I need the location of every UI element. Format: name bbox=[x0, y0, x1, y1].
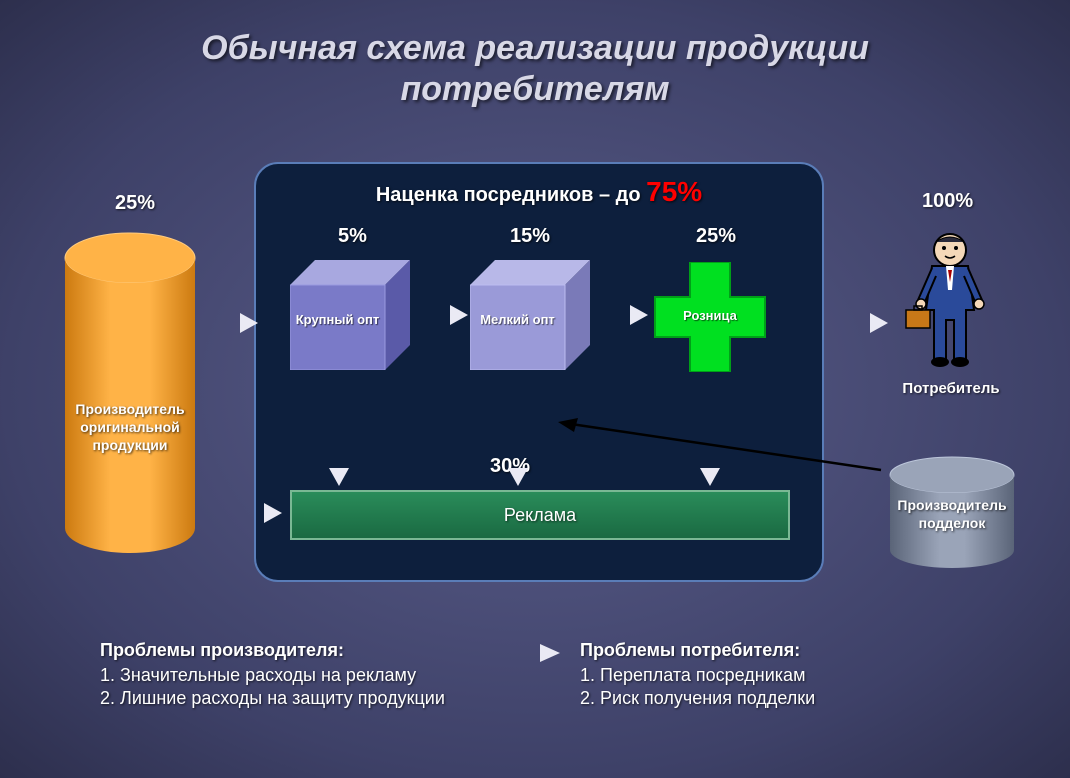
problems-producer-item-1: Значительные расходы на рекламу bbox=[100, 665, 520, 686]
problems-consumer: Проблемы потребителя: Переплата посредни… bbox=[580, 640, 1000, 711]
problems-consumer-item-2: Риск получения подделки bbox=[580, 688, 1000, 709]
arrow-producer-to-panel bbox=[202, 310, 258, 336]
arrow-box2-box3 bbox=[592, 302, 648, 328]
box3-label: Розница bbox=[660, 308, 760, 323]
box1-label: Крупный опт bbox=[290, 312, 385, 328]
box3-pct: 25% bbox=[696, 225, 736, 248]
box-retail-cross: Розница bbox=[650, 262, 770, 372]
box1-pct: 5% bbox=[338, 225, 367, 248]
title-line-1: Обычная схема реализации продукции bbox=[201, 29, 869, 67]
problems-producer: Проблемы производителя: Значительные рас… bbox=[100, 640, 520, 711]
problems-producer-item-2: Лишние расходы на защиту продукции bbox=[100, 688, 520, 709]
ad-label: Реклама bbox=[504, 505, 576, 526]
fake-producer-label: Производитель подделок bbox=[886, 496, 1018, 532]
panel-title-prefix: Наценка посредников – до bbox=[376, 184, 646, 206]
slide-title: Обычная схема реализации продукции потре… bbox=[0, 28, 1070, 110]
producer-label: Производитель оригинальной продукции bbox=[58, 400, 202, 455]
ad-box: Реклама bbox=[290, 490, 790, 540]
producer-pct: 25% bbox=[115, 192, 155, 215]
consumer-icon bbox=[900, 230, 1000, 370]
problems-producer-heading: Проблемы производителя: bbox=[100, 640, 520, 661]
arrow-box1-box2 bbox=[412, 302, 468, 328]
consumer-label: Потребитель bbox=[886, 380, 1016, 397]
arrow-producer-to-ad bbox=[202, 500, 282, 526]
consumer-pct: 100% bbox=[922, 190, 973, 213]
arrow-panel-consumer bbox=[826, 310, 888, 336]
panel-title: Наценка посредников – до 75% bbox=[256, 176, 822, 208]
box-wholesale-large: Крупный опт bbox=[290, 260, 410, 370]
problems-consumer-item-1: Переплата посредникам bbox=[580, 665, 1000, 686]
box2-pct: 15% bbox=[510, 225, 550, 248]
producer-cylinder bbox=[60, 228, 200, 558]
problems-consumer-heading: Проблемы потребителя: bbox=[580, 640, 1000, 661]
arrow-problems bbox=[470, 642, 560, 664]
arrow-box2-down bbox=[505, 374, 531, 486]
panel-title-pct: 75% bbox=[646, 176, 702, 207]
title-line-2: потребителям bbox=[400, 70, 669, 108]
box-wholesale-small: Мелкий опт bbox=[470, 260, 590, 370]
arrow-box1-down bbox=[326, 374, 352, 486]
arrow-fake-to-chain bbox=[556, 418, 886, 478]
box2-label: Мелкий опт bbox=[470, 312, 565, 328]
